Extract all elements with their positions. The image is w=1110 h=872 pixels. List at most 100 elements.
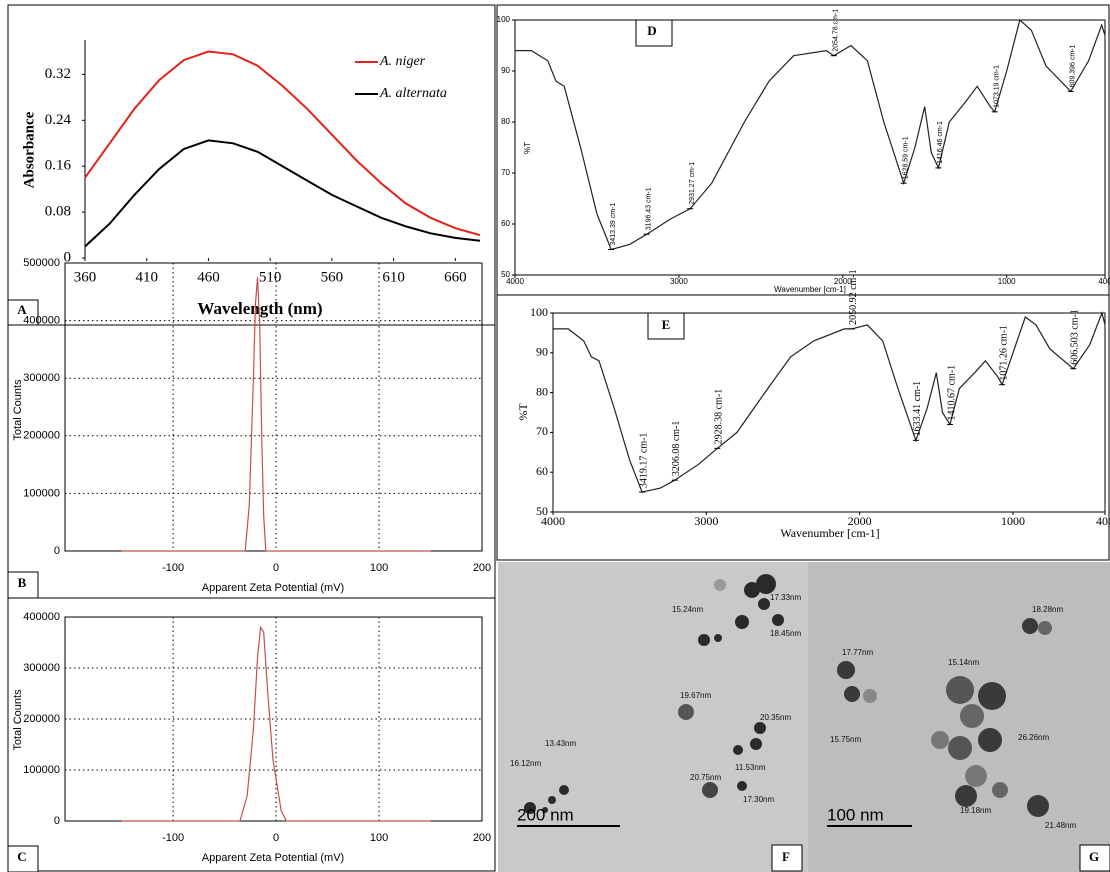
peak-label: 1410.67 cm-1 [946,365,957,421]
particles-g [837,618,1052,817]
y-tick-label: 50 [536,504,548,518]
panel-b: 0 100000 200000 300000 400000 500000 -100 0 100 2… [7,257,491,599]
x-tick-label: 2000 [848,514,872,528]
particle-size-label: 13.43nm [545,739,576,748]
tem-panel-g: 18.28nm 17.77nm 15.14nm 15.75nm 26.26nm 19.18… [827,605,1110,872]
y-tick-label: 60 [536,464,548,478]
peak-label: 2928.38 cm-1 [714,389,725,445]
particle-size-label: 21.48nm [1045,821,1076,830]
y-tick-label: 100000 [23,487,60,499]
data-line [84,139,481,248]
x-tick-label: 4000 [541,514,565,528]
y-tick-label: 100000 [23,764,60,776]
y-tick-label: 400000 [23,315,60,327]
x-tick-label: 400 [1096,514,1110,528]
panel-letter-box [7,845,39,872]
y-tick-label: 100 [497,15,511,24]
legend-label: A. niger [379,54,426,69]
x-tick-label: 0 [273,832,279,844]
data-line [553,311,1106,493]
panel-letter: E [662,317,671,332]
x-axis-label: Wavenumber [cm-1] [780,526,879,540]
peak-label: 1628.59 cm-1 [902,136,909,179]
x-tick-label: 4000 [506,277,524,286]
y-tick-label: 80 [501,117,510,126]
y-tick-label: 300000 [23,372,60,384]
peak-label: 2054.78 cm-1 [833,9,840,52]
panel-d: 50 60 70 80 90 100 4000 3000 2000 1000 400 Wavenumb… [497,9,1110,294]
peak-label: 2050.92 cm-1 [848,269,859,325]
data-line [121,625,431,822]
particle-size-label: 11.53nm [735,763,766,772]
frames [7,4,1110,872]
panel-letter-box [7,571,39,599]
x-tick-label: 0 [273,562,279,574]
peak-label: 1633.41 cm-1 [912,381,923,437]
x-tick-label: 2000 [834,277,852,286]
scale-bar-label: 100 nm [827,805,884,824]
particle-size-label: 17.30nm [743,795,774,804]
y-tick-label: 0.32 [45,66,71,82]
peak-label: 1071.26 cm-1 [998,325,1009,381]
peak-label: 3206.08 cm-1 [671,421,682,477]
peak-label: 1073.19 cm-1 [994,65,1001,108]
peak-label: 1416.46 cm-1 [937,121,944,164]
particle-size-label: 17.77nm [842,648,873,657]
panel-letter: B [18,575,27,590]
data-line [515,18,1106,251]
y-axis-label: %T [523,142,532,154]
x-tick-label: 1000 [1001,514,1025,528]
x-axis-label: Wavenumber [cm-1] [774,285,846,294]
panel-letter: D [647,23,656,38]
frame-b [7,324,496,599]
x-tick-label: 3000 [694,514,718,528]
particle-size-label: 18.45nm [770,629,801,638]
y-tick-label: 200000 [23,713,60,725]
y-axis-label: Total Counts [12,379,24,441]
x-tick-label: 610 [382,269,405,285]
y-tick-label: 70 [536,424,548,438]
y-tick-label: 70 [501,168,510,177]
plot-frame [514,19,1106,276]
panel-letter: C [17,849,26,864]
particle-size-label: 19.67nm [680,691,711,700]
panel-c: 0 100000 200000 300000 400000 -100 0 100 200 Appa… [7,611,491,872]
panel-a: 0 0.08 0.16 0.24 0.32 360 410 460 510 560 610 660 Wa… [7,40,481,326]
x-tick-label: 100 [370,832,388,844]
x-axis-label: Apparent Zeta Potential (mV) [202,852,344,864]
y-axis-label: %T [516,403,530,421]
panel-letter-box [771,844,803,872]
plot-frame [552,312,1106,513]
y-tick-label: 300000 [23,662,60,674]
panel-letter-box [1079,844,1110,872]
frame-c [7,597,496,872]
frame-e [496,294,1110,561]
x-tick-label: 410 [135,269,158,285]
y-tick-label: 90 [501,66,510,75]
y-tick-label: 0 [54,545,60,557]
particles-f [524,574,784,814]
y-tick-label: 200000 [23,430,60,442]
y-tick-label: 90 [536,345,548,359]
x-axis-label: Apparent Zeta Potential (mV) [202,582,344,594]
y-tick-label: 50 [501,270,510,279]
data-line [84,50,481,237]
y-tick-label: 0 [64,249,72,265]
panel-e: 50 60 70 80 90 100 4000 3000 2000 1000 400 Wavenumb… [516,269,1110,539]
data-line [121,277,431,552]
x-tick-label: 510 [259,269,282,285]
x-tick-label: 560 [321,269,344,285]
x-tick-label: 460 [197,269,220,285]
x-tick-label: 200 [473,562,491,574]
y-tick-label: 80 [536,384,548,398]
y-tick-label: 100 [530,305,548,319]
peak-label: 3196.43 cm-1 [646,187,653,230]
x-tick-label: -100 [162,562,184,574]
x-tick-label: 660 [444,269,467,285]
panel-letter-box [7,299,39,326]
peak-label: 2931.27 cm-1 [689,162,696,205]
y-tick-label: 0.16 [45,158,72,174]
y-axis-label: Absorbance [21,111,37,188]
